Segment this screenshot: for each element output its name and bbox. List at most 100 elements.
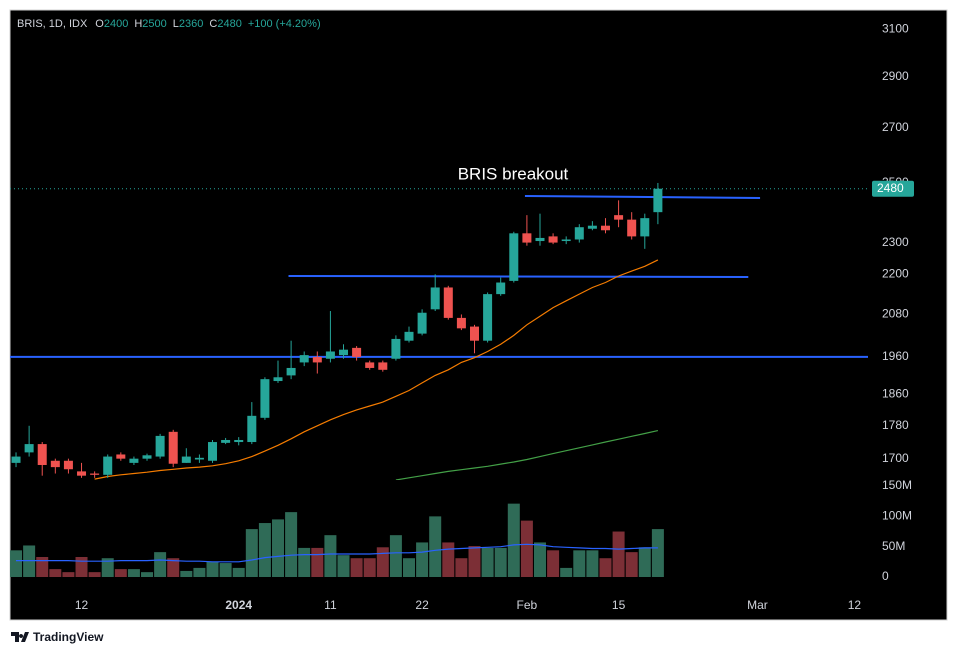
volume-bar [403,558,416,577]
last-price-label: 2480 [877,181,904,195]
candle-body [404,331,414,341]
x-tick-label: 15 [612,598,626,612]
x-tick-label: 12 [848,598,862,612]
candle-body [168,431,178,464]
candle-body [194,457,204,460]
candle-body [116,454,126,459]
y-tick-label: 2200 [882,267,909,281]
legend-value: 2500 [142,18,166,30]
volume-bar [298,547,311,577]
volume-tick-label: 100M [882,509,912,523]
candle-body [352,347,362,357]
volume-bar [533,542,546,577]
volume-bar [468,546,481,577]
candle-body [456,317,466,329]
volume-bar [272,519,285,577]
candle-body [286,367,296,376]
volume-bar [114,569,127,577]
candle-body [129,458,139,463]
volume-bar [416,542,429,577]
volume-bar [350,558,363,577]
candle-body [561,239,571,242]
candle-body [37,444,47,465]
volume-bar [167,558,180,577]
candle-body [273,377,283,382]
volume-bar [101,558,114,577]
symbol: BRIS, 1D, IDX [17,18,88,30]
trendline [524,194,761,200]
x-tick-label: 12 [75,598,89,612]
volume-bar [599,558,612,577]
candle-body [483,294,493,341]
volume-bar [141,572,154,577]
candle-body [208,442,218,461]
candle-body [11,456,21,463]
candle-body [627,219,637,237]
candle-body [587,225,597,229]
y-tick-label: 1700 [882,451,909,465]
candle-body [640,218,650,237]
volume-bar [36,556,49,577]
volume-bar [455,558,468,577]
candle-body [299,355,309,363]
volume-bar [520,520,533,577]
candle-body [548,236,558,243]
volume-bar [547,550,560,577]
header: BRIS, 1D, IDX O2400 H2500 L2360 C2480 +100 (+… [17,18,321,30]
volume-bar [651,529,664,577]
candle-body [469,326,479,341]
trendline [288,274,749,278]
axes: 3100 2900 2700 2500 2300 2200 2080 1960 1860 1780… [10,21,914,612]
volume-bar [258,523,271,577]
volume-bar [442,542,455,577]
volume-bar [311,547,324,577]
candle-body [509,233,519,281]
candle-body [260,379,270,418]
candle-body [63,460,73,470]
candle-body [103,456,113,475]
candle-body [339,349,349,356]
change: +100 (+4.20%) [248,18,321,30]
volume-bar [88,572,101,577]
x-tick-label: 11 [324,598,337,612]
candle-body [155,435,165,457]
y-tick-label: 1780 [882,418,909,432]
candle-body [417,312,427,334]
volume-bar [363,558,376,577]
volume-bar [23,545,36,577]
candle-body [600,225,610,231]
volume-pane [10,503,664,577]
volume-bar [429,516,442,577]
y-tick-label: 2080 [882,307,909,321]
x-tick-label: 22 [415,598,429,612]
volume-bar [127,569,140,577]
x-tick-label: Mar [747,598,768,612]
candle-body [574,227,584,240]
candle-body [378,362,388,370]
candle-body [234,439,244,443]
last-price-box [872,180,914,197]
y-tick-label: 2900 [882,69,909,83]
volume-bar [245,529,258,577]
legend-value: 2400 [104,18,128,30]
candle-body [90,473,100,475]
candle-body [496,282,506,295]
volume-bar [232,567,245,577]
candle-body [614,215,624,220]
candle-body [247,415,257,443]
candle-body [325,351,335,359]
volume-bar [10,550,23,577]
volume-bar [75,556,88,577]
candle-body [312,356,322,363]
legend-label: C [209,18,217,30]
y-tick-label: 1860 [882,387,909,401]
candle-body [522,233,532,243]
moving-average [395,430,659,480]
volume-bar [573,550,586,577]
x-tick-label: Feb [517,598,538,612]
candle-body [181,456,191,463]
volume-bar [507,503,520,577]
legend-label: O [95,18,104,30]
candle-body [365,362,375,368]
price-pane [10,182,868,480]
